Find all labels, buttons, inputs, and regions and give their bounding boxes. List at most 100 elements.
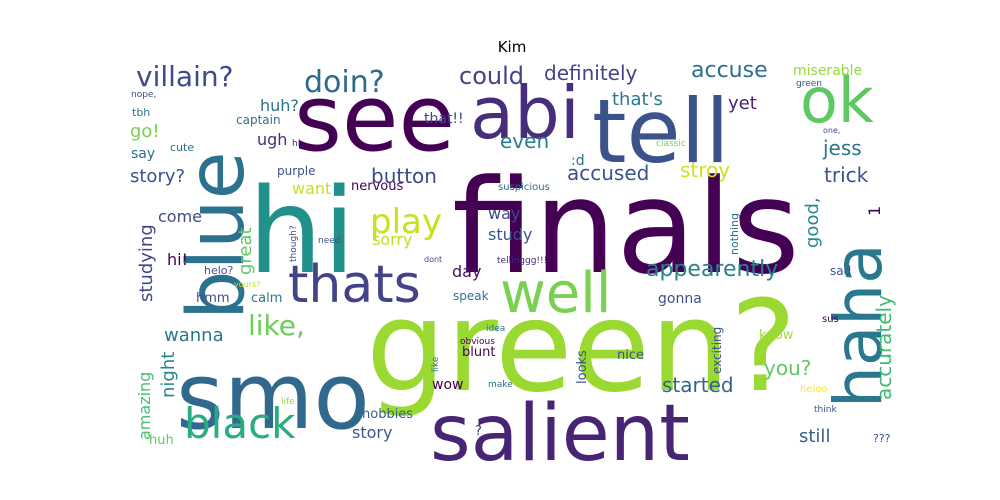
- word-cloud-word: definitely: [544, 61, 638, 85]
- word-cloud-word: tellinggg!!!: [497, 256, 547, 266]
- word-cloud-word: 1: [865, 206, 884, 216]
- word-cloud-word: purple: [277, 164, 316, 178]
- word-cloud-word: speak: [453, 289, 489, 303]
- word-cloud-word: ugh: [257, 130, 287, 149]
- word-cloud-word: thats: [288, 255, 421, 315]
- word-cloud-word: need: [318, 236, 341, 246]
- word-cloud-word: obvious: [460, 337, 495, 347]
- word-cloud-word: even: [500, 129, 549, 153]
- word-cloud-word: great: [235, 227, 256, 275]
- word-cloud-word: finals: [452, 151, 800, 303]
- word-cloud-word: like: [431, 356, 441, 372]
- word-cloud-word: :d: [571, 153, 585, 169]
- word-cloud-word: villain?: [136, 60, 233, 93]
- word-cloud-word: play: [370, 202, 442, 242]
- word-cloud-word: green?: [366, 273, 797, 420]
- word-cloud-word: nope,: [131, 90, 156, 100]
- word-cloud-word: accused: [567, 161, 649, 185]
- word-cloud-word: yours?: [234, 280, 260, 289]
- word-cloud-word: hmm: [196, 291, 230, 306]
- word-cloud-word: helo?: [204, 264, 234, 277]
- word-cloud-word: hi: [248, 162, 356, 300]
- word-cloud-word: wow: [432, 377, 463, 393]
- word-cloud-word: wanna: [164, 325, 224, 346]
- word-cloud-word: cute: [170, 141, 194, 154]
- word-cloud-word: huh: [149, 433, 174, 448]
- word-cloud-word: well: [500, 261, 611, 326]
- word-cloud-word: smo: [176, 343, 370, 450]
- word-cloud-word: way: [488, 204, 520, 223]
- word-cloud-word: story: [352, 423, 392, 442]
- word-cloud-word: sus: [822, 314, 839, 325]
- word-cloud-word: classic: [656, 139, 686, 149]
- word-cloud-word: green: [796, 79, 822, 89]
- word-cloud-word: study: [488, 225, 532, 244]
- word-cloud-word: that's: [612, 89, 663, 110]
- word-cloud-word: accurately: [872, 295, 896, 400]
- word-cloud-word: want: [292, 179, 331, 198]
- word-cloud-word: life: [281, 397, 295, 407]
- word-cloud-word: ???: [873, 432, 891, 445]
- word-cloud-word: good,: [802, 197, 823, 248]
- word-cloud-word: that!!: [424, 111, 464, 127]
- word-cloud-word: calm: [251, 291, 282, 306]
- word-cloud-word: ok: [800, 64, 874, 137]
- word-cloud-word: day: [452, 262, 481, 281]
- word-cloud-word: tbh: [132, 106, 150, 119]
- word-cloud-word: heloo: [800, 384, 828, 395]
- word-cloud-word: suspicious: [498, 182, 550, 193]
- word-cloud-word: blue: [172, 151, 262, 320]
- word-cloud-word: stroy: [680, 158, 730, 182]
- word-cloud-word: jess: [822, 136, 862, 160]
- word-cloud-word: think: [814, 405, 837, 415]
- word-cloud-word: come: [158, 207, 202, 226]
- word-cloud-word: nice: [617, 348, 644, 363]
- word-cloud-word: amazing: [135, 372, 154, 440]
- word-cloud-word: like,: [248, 309, 305, 342]
- word-cloud-word: say: [131, 146, 155, 162]
- word-cloud-word: huh?: [260, 96, 299, 115]
- word-cloud-word: nervous: [351, 179, 403, 194]
- word-cloud-word: black: [184, 399, 296, 448]
- word-cloud-word: ?: [475, 424, 482, 439]
- word-cloud-word: exciting: [710, 327, 724, 374]
- word-cloud-word: night: [158, 352, 179, 398]
- word-cloud-word: captain: [236, 113, 281, 127]
- word-cloud-word: gonna: [658, 291, 702, 307]
- word-cloud-word: hobbies: [362, 407, 413, 422]
- word-cloud-word: accuse: [691, 58, 768, 83]
- word-cloud-word: you?: [764, 356, 811, 380]
- word-cloud-word: hi!: [167, 250, 188, 269]
- word-cloud-word: could: [459, 62, 524, 90]
- word-cloud-word: studying: [136, 224, 157, 302]
- word-cloud-word: abi: [470, 71, 580, 155]
- word-cloud-word: trick: [824, 163, 869, 187]
- word-cloud-word: blunt: [462, 345, 495, 360]
- word-cloud-word: button: [371, 164, 437, 188]
- chart-title: Kim: [498, 38, 527, 56]
- word-cloud-word: story?: [130, 166, 185, 187]
- word-cloud-word: doin?: [304, 65, 385, 100]
- word-cloud-word: though?: [289, 225, 299, 262]
- word-cloud-word: dont: [424, 255, 442, 264]
- word-cloud-word: haha: [820, 243, 897, 408]
- word-cloud-word: nothing: [728, 213, 741, 255]
- word-cloud-word: idea: [486, 324, 505, 334]
- word-cloud-word: one,: [823, 126, 840, 135]
- word-cloud-word: still: [799, 426, 830, 447]
- word-cloud-word: salient: [430, 389, 690, 479]
- word-cloud-word: make: [488, 380, 513, 390]
- word-cloud-word: go!: [130, 121, 160, 142]
- word-cloud-word: know: [759, 328, 794, 343]
- word-cloud-word: see: [294, 65, 455, 172]
- word-cloud-word: sad: [830, 264, 851, 278]
- word-cloud-word: appearently: [646, 257, 778, 282]
- word-cloud-word: yet: [728, 93, 757, 114]
- word-cloud-word: miserable: [793, 63, 862, 79]
- word-cloud-word: looks: [575, 350, 590, 384]
- word-cloud-word: tell: [592, 80, 730, 183]
